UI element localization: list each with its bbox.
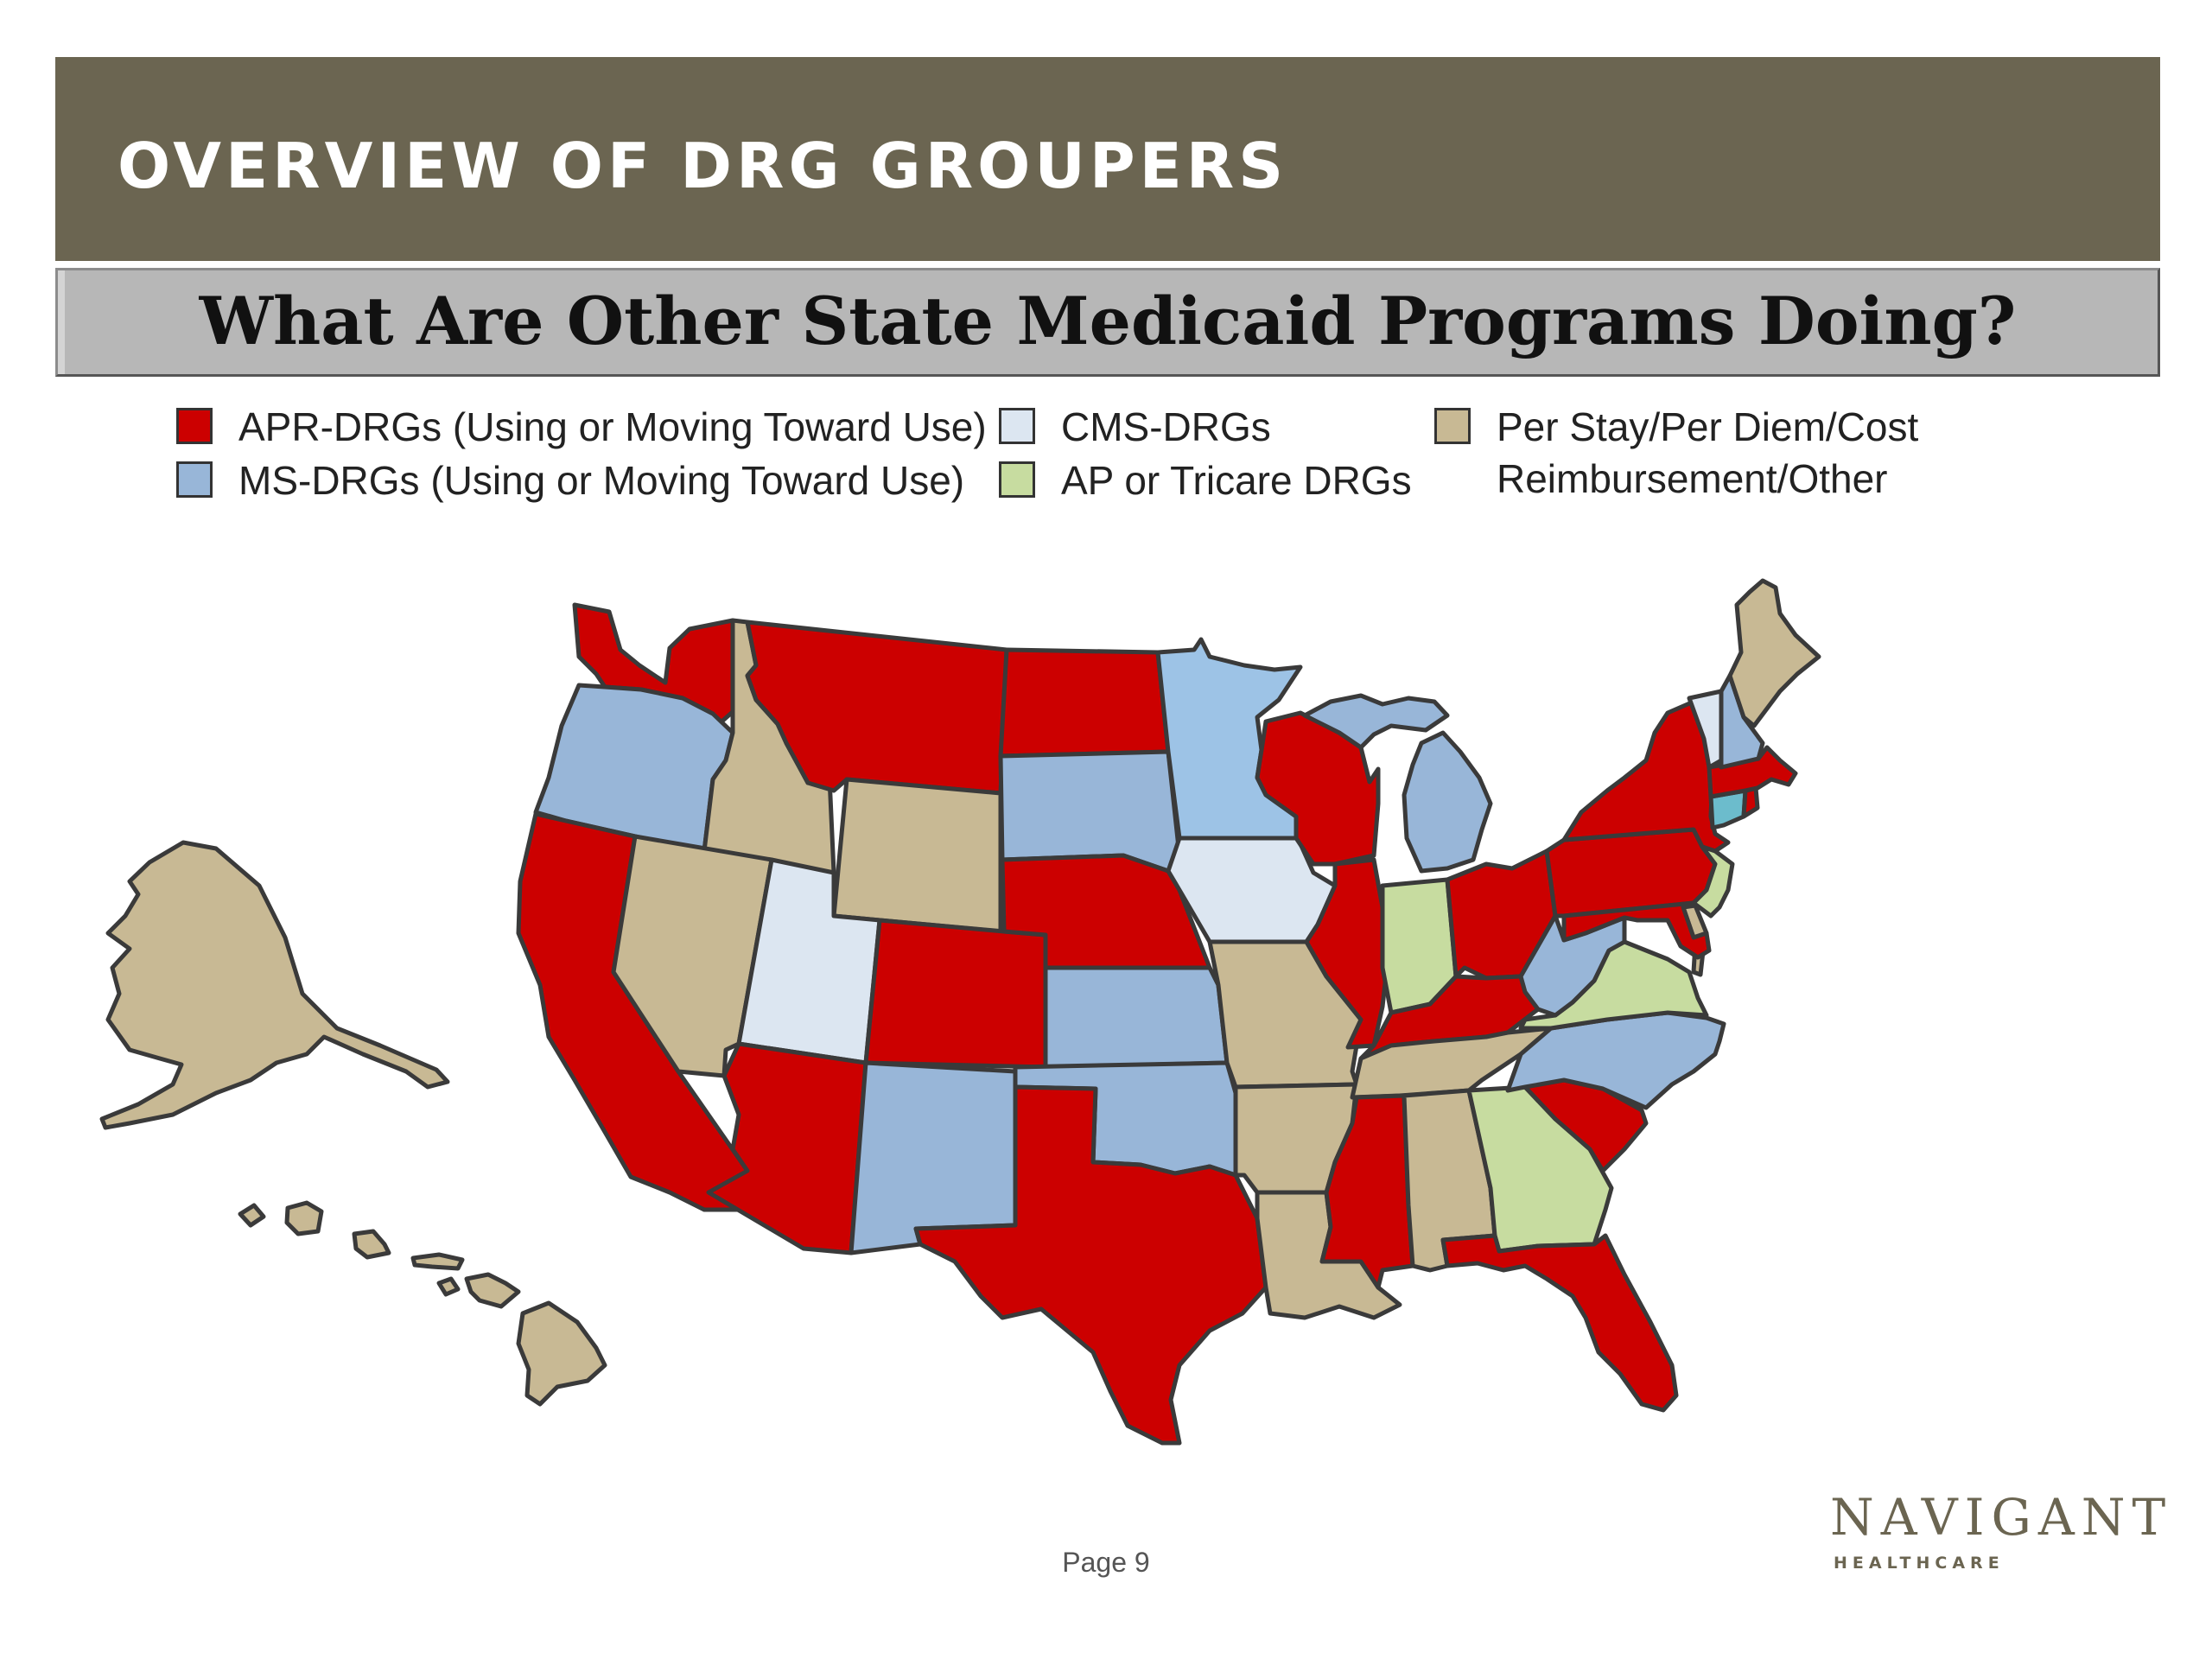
state-VT[interactable] [1687, 689, 1724, 770]
legend-item-ap: AP or Tricare DRGs [999, 454, 1412, 506]
navigant-logo: NAVIGANT HEALTHCARE [1830, 1488, 2173, 1573]
subtitle: What Are Other State Medicaid Programs D… [199, 283, 2017, 359]
legend-swatch-other [1434, 408, 1471, 444]
page-number: Page 9 [1062, 1547, 1150, 1578]
state-HI-1[interactable] [238, 1203, 266, 1228]
state-HI-7[interactable] [516, 1300, 607, 1407]
state-AZ[interactable] [706, 1041, 868, 1255]
state-TX[interactable] [913, 1084, 1268, 1446]
state-FL[interactable] [1440, 1233, 1679, 1413]
legend-label-cms: CMS-DRGs [1061, 404, 1271, 449]
legend-item-cms: CMS-DRGs [999, 401, 1271, 453]
state-MI-upper[interactable] [1302, 693, 1450, 750]
state-WY[interactable] [831, 777, 1003, 934]
legend-swatch-ap [999, 461, 1035, 498]
legend-item-apr: APR-DRGs (Using or Moving Toward Use) [176, 401, 987, 453]
state-SD[interactable] [998, 749, 1182, 874]
logo-subtitle: HEALTHCARE [1834, 1554, 2005, 1573]
state-HI-3[interactable] [352, 1229, 391, 1260]
legend-label-other-line2: Reimbursement/Other [1497, 456, 1888, 501]
state-KS[interactable] [1043, 965, 1230, 1070]
header-bar [55, 57, 2160, 261]
subtitle-bar: What Are Other State Medicaid Programs D… [55, 268, 2160, 377]
page-title: OVERVIEW OF DRG GROUPERS [118, 130, 1288, 202]
state-HI-5[interactable] [436, 1276, 461, 1297]
state-NJ[interactable] [1691, 844, 1735, 918]
state-ND[interactable] [998, 647, 1171, 759]
legend-swatch-ms [176, 461, 213, 498]
state-AK[interactable] [99, 840, 450, 1130]
legend-label-ms: MS-DRGs (Using or Moving Toward Use) [238, 458, 965, 503]
legend-label-apr: APR-DRGs (Using or Moving Toward Use) [238, 404, 987, 449]
legend-item-ms: MS-DRGs (Using or Moving Toward Use) [176, 454, 964, 506]
state-MD[interactable] [1561, 900, 1712, 960]
legend-label-other-line1: Per Stay/Per Diem/Cost [1497, 404, 1919, 449]
legend-swatch-apr [176, 408, 213, 444]
legend-item-other: Per Stay/Per Diem/Cost Reimbursement/Oth… [1434, 401, 1918, 505]
state-HI-2[interactable] [284, 1200, 324, 1236]
state-MA[interactable] [1707, 745, 1798, 799]
legend-label-ap: AP or Tricare DRGs [1061, 458, 1412, 503]
state-ME[interactable] [1727, 578, 1821, 728]
state-MI-lower[interactable] [1402, 730, 1493, 874]
state-HI-6[interactable] [464, 1272, 521, 1309]
state-HI-4[interactable] [410, 1252, 465, 1271]
state-CO[interactable] [863, 918, 1048, 1070]
logo-wordmark: NAVIGANT [1830, 1488, 2173, 1547]
legend-swatch-cms [999, 408, 1035, 444]
